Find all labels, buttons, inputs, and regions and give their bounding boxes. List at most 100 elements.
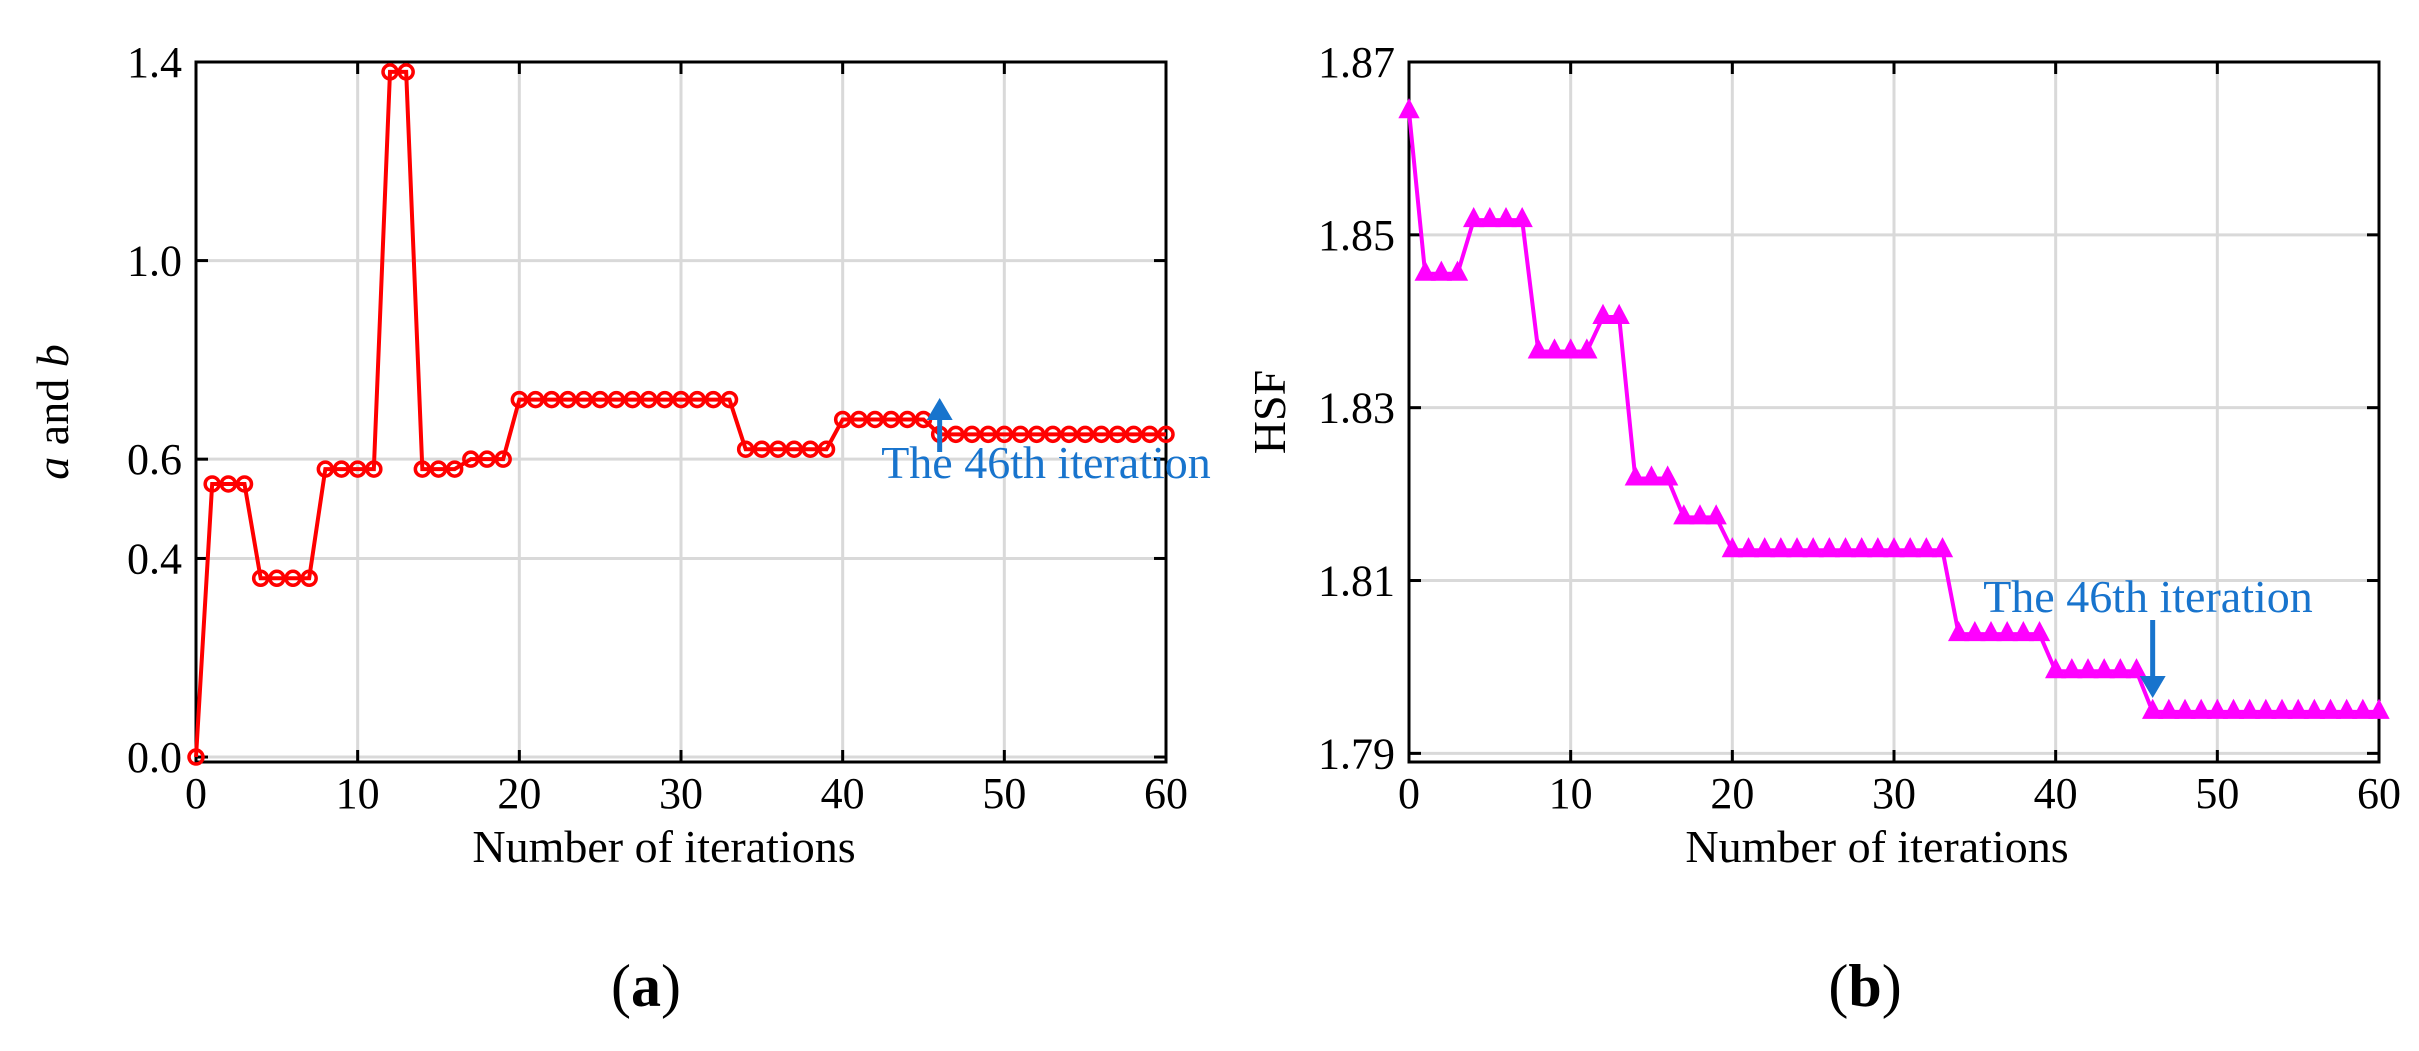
data-point-marker — [2158, 698, 2180, 719]
grid-lines-b — [1409, 60, 2379, 762]
data-point-marker — [203, 475, 221, 493]
data-point-marker — [429, 460, 448, 478]
data-point-marker — [947, 425, 965, 444]
y-tick-label: 0.6 — [127, 435, 182, 484]
x-tick-label: 30 — [659, 769, 703, 818]
data-point-marker — [413, 460, 432, 478]
data-point-marker — [963, 425, 981, 444]
data-point-marker — [1560, 338, 1582, 359]
data-point-marker — [1786, 537, 1808, 558]
x-tick-label: 50 — [982, 769, 1026, 818]
data-point-marker — [2206, 698, 2228, 719]
data-point-marker — [720, 390, 739, 409]
data-point-marker — [2255, 698, 2277, 719]
annotation-arrow-up-icon — [926, 398, 953, 452]
data-point-marker — [365, 460, 383, 478]
data-point-marker — [381, 63, 399, 81]
data-point-marker — [1092, 425, 1111, 444]
data-point-marker — [187, 748, 205, 766]
x-axis-label-a: Number of iterations — [472, 821, 855, 872]
panel-label-a: (a) — [611, 953, 681, 1019]
data-point-marker — [979, 425, 997, 444]
data-point-marker — [736, 440, 755, 458]
panel-label-a-open: ( — [611, 953, 631, 1019]
x-axis-label-b: Number of iterations — [1685, 821, 2068, 872]
data-point-marker — [1770, 537, 1792, 558]
data-point-marker — [898, 410, 917, 429]
data-point-marker — [445, 460, 464, 478]
data-point-marker — [1027, 425, 1046, 444]
data-point-marker — [1141, 425, 1159, 444]
data-point-marker — [494, 450, 512, 468]
data-point-marker — [2319, 698, 2342, 719]
data-point-marker — [2093, 658, 2115, 679]
data-point-marker — [2061, 658, 2083, 679]
data-point-marker — [2287, 698, 2309, 719]
tick-marks-a — [194, 60, 1168, 762]
data-point-marker — [2190, 698, 2212, 719]
data-point-marker — [1834, 537, 1857, 558]
data-point-marker — [1157, 425, 1175, 444]
data-point-marker — [1414, 260, 1436, 281]
data-point-marker — [1948, 620, 1970, 642]
data-point-marker — [1673, 504, 1695, 525]
x-tick-label: 60 — [1144, 769, 1188, 818]
data-point-marker — [1124, 425, 1143, 444]
y-axis-label-a: a and b — [27, 344, 78, 479]
data-point-marker — [2271, 698, 2293, 719]
x-tick-label: 40 — [2034, 769, 2078, 818]
data-point-marker — [1996, 620, 2018, 642]
data-point-marker — [542, 390, 561, 409]
data-point-marker — [526, 390, 545, 409]
x-tick-label: 0 — [185, 769, 207, 818]
annotation-arrow-down-icon — [2139, 620, 2166, 698]
data-point-marker — [1060, 425, 1078, 444]
chart-panel-b: 0 10 20 30 40 50 60 1.79 1.81 1.83 1.85 1.87 The 46… — [1244, 38, 2401, 1019]
x-tick-label: 20 — [497, 769, 541, 818]
data-point-marker — [1108, 425, 1127, 444]
data-point-marker — [1980, 620, 2002, 642]
x-tick-label: 10 — [336, 769, 380, 818]
y-tick-label: 1.81 — [1318, 557, 1395, 606]
data-point-marker — [1495, 207, 1517, 228]
data-point-marker — [1398, 98, 1420, 119]
data-point-marker — [2077, 658, 2099, 679]
data-point-marker — [268, 569, 286, 588]
data-point-marker — [688, 390, 706, 409]
data-point-marker — [1608, 303, 1630, 324]
data-point-marker — [850, 410, 868, 429]
data-point-marker — [1011, 425, 1030, 444]
panel-label-b-letter: b — [1848, 953, 1881, 1019]
y-tick-label: 1.87 — [1318, 38, 1395, 87]
data-point-marker — [1899, 537, 1921, 558]
data-point-marker — [348, 460, 367, 478]
x-tick-label: 30 — [1872, 769, 1916, 818]
x-tick-label: 0 — [1398, 769, 1420, 818]
data-point-marker — [1543, 338, 1566, 359]
data-point-marker — [1446, 260, 1469, 281]
data-point-marker — [1737, 537, 1760, 558]
data-point-marker — [1463, 207, 1485, 228]
data-point-marker — [2352, 698, 2374, 719]
data-point-marker — [478, 450, 496, 468]
data-point-marker — [2222, 698, 2245, 719]
tick-marks-b — [1407, 60, 2381, 762]
data-point-marker — [1430, 260, 1452, 281]
data-point-marker — [1931, 537, 1954, 558]
y-tick-label: 1.0 — [127, 237, 182, 286]
data-point-marker — [672, 390, 690, 409]
x-tick-label: 60 — [2357, 769, 2401, 818]
data-point-marker — [591, 390, 609, 409]
panel-label-b: (b) — [1828, 953, 1901, 1019]
series-markers-a — [187, 63, 1175, 766]
data-point-marker — [1527, 338, 1549, 359]
data-point-marker — [2336, 698, 2358, 719]
data-point-marker — [866, 410, 884, 429]
data-point-marker — [1883, 537, 1905, 558]
data-point-marker — [2239, 698, 2261, 719]
data-point-marker — [1576, 338, 1598, 359]
y-tick-label: 0.0 — [127, 733, 182, 782]
data-point-marker — [2012, 620, 2034, 642]
grid-lines-a — [196, 60, 1166, 762]
